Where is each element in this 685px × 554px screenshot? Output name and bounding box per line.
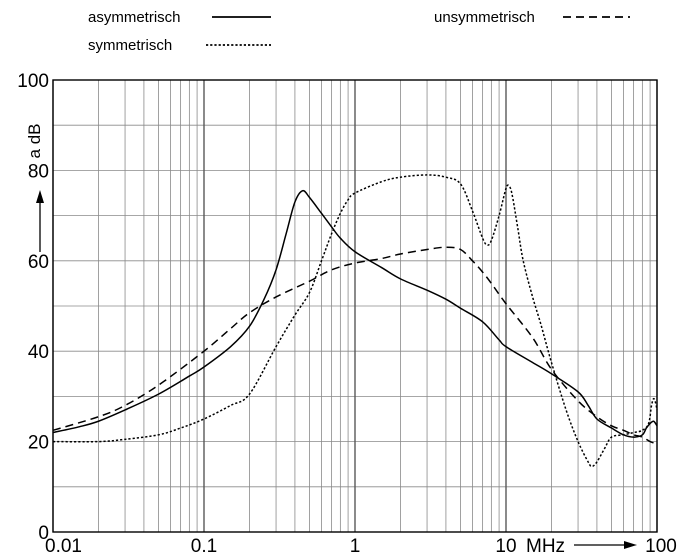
y-axis-label: a dB bbox=[25, 124, 44, 159]
series-layer bbox=[52, 174, 658, 468]
x-tick-label: 1 bbox=[350, 536, 361, 554]
legend-label-asymmetrisch: asymmetrisch bbox=[88, 9, 181, 26]
x-axis-arrow-icon bbox=[574, 541, 637, 549]
x-tick-label: 0.1 bbox=[191, 536, 217, 554]
y-axis-tick-labels: 0 20 40 60 80 100 bbox=[17, 71, 49, 544]
y-tick-label: 100 bbox=[17, 71, 49, 92]
legend-label-symmetrisch: symmetrisch bbox=[88, 37, 172, 54]
y-tick-label: 20 bbox=[28, 433, 49, 454]
x-tick-label: 100 bbox=[645, 536, 677, 554]
x-arrow-head bbox=[624, 541, 637, 549]
plot-frame bbox=[52, 79, 658, 533]
x-tick-label: 10 bbox=[495, 536, 516, 554]
x-axis-unit: MHz bbox=[526, 536, 565, 554]
y-axis-arrow-icon bbox=[36, 190, 44, 252]
y-tick-label: 40 bbox=[28, 342, 49, 363]
legend: asymmetrisch symmetrisch unsymmetrisch bbox=[88, 9, 630, 54]
y-tick-label: 0 bbox=[38, 523, 49, 544]
y-arrow-head bbox=[36, 190, 44, 203]
y-tick-label: 60 bbox=[28, 252, 49, 273]
x-tick-label: 0.01 bbox=[45, 536, 82, 554]
series-line-unsymmetrisch bbox=[52, 246, 658, 445]
y-tick-label: 80 bbox=[28, 161, 49, 182]
series-line-symmetrisch bbox=[52, 174, 658, 468]
x-axis-tick-labels: 0.01 0.1 1 10 100 bbox=[45, 536, 677, 554]
legend-label-unsymmetrisch: unsymmetrisch bbox=[434, 9, 535, 26]
series-line-asymmetrisch bbox=[52, 189, 658, 438]
